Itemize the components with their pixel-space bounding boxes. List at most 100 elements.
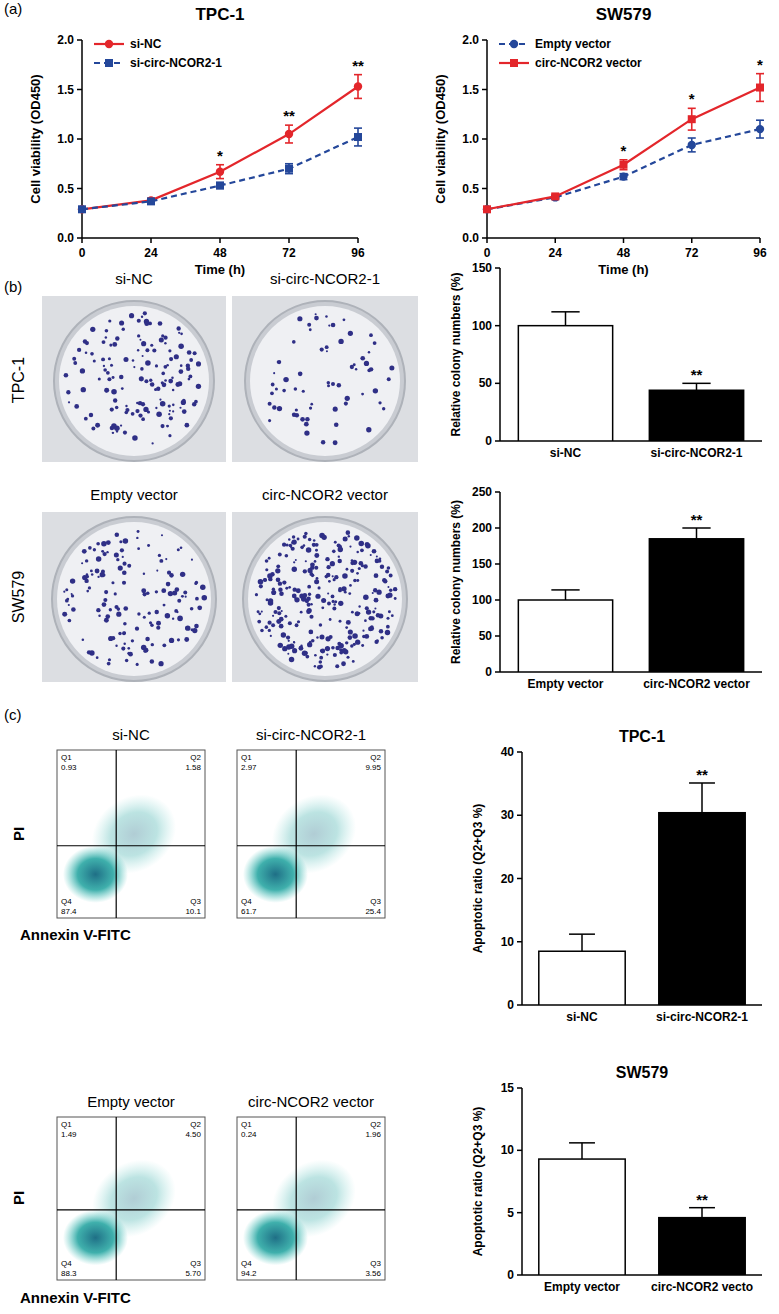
colony	[352, 633, 358, 639]
colony	[322, 535, 327, 540]
y-tick	[495, 671, 500, 673]
colony	[150, 383, 152, 385]
colony	[168, 405, 171, 408]
colony	[91, 427, 95, 431]
plate-photo	[42, 296, 226, 462]
colony	[117, 607, 121, 611]
y-tick-label: 100	[472, 593, 492, 607]
colonies	[64, 311, 201, 444]
colony	[136, 402, 138, 404]
bar	[539, 1159, 625, 1275]
y-tick	[482, 188, 487, 190]
colony	[68, 401, 70, 403]
error-cap	[285, 173, 293, 175]
colony	[131, 639, 134, 642]
colony	[263, 578, 267, 582]
chart-title: SW579	[616, 1064, 669, 1081]
y-axis-label: PI	[10, 1191, 27, 1205]
colony	[137, 547, 140, 550]
colony	[96, 608, 100, 612]
error-cap	[551, 589, 579, 591]
colony	[373, 388, 378, 393]
colony	[325, 315, 328, 318]
y-tick-label: 10	[501, 1143, 515, 1157]
colony	[352, 660, 355, 663]
colony	[314, 566, 318, 570]
error-cap	[216, 178, 224, 180]
y-axis-label: Relative colony numbers (%)	[449, 500, 463, 664]
data-point	[483, 205, 491, 213]
colony	[194, 624, 199, 629]
colony	[283, 377, 288, 382]
colony	[319, 656, 323, 660]
x-tick-label: 0	[79, 246, 86, 260]
colony	[267, 573, 273, 579]
bar	[518, 326, 612, 441]
colony	[178, 332, 180, 334]
colony	[284, 615, 287, 618]
colony	[169, 573, 174, 578]
error-cap	[688, 137, 696, 139]
colony	[82, 639, 85, 642]
error-bar	[581, 934, 583, 951]
colony	[63, 591, 65, 593]
event-cloud	[243, 846, 308, 903]
colony	[177, 599, 181, 603]
x-tick	[81, 238, 83, 243]
y-tick-label: 0.5	[57, 182, 74, 196]
colony	[123, 606, 128, 611]
y-tick	[77, 89, 82, 91]
colony	[315, 549, 318, 552]
colony	[120, 424, 122, 426]
colony	[337, 642, 341, 646]
error-cap	[285, 163, 293, 165]
error-cap	[216, 164, 224, 166]
colony	[177, 381, 182, 386]
error-cap	[354, 74, 362, 76]
y-axis	[499, 268, 501, 441]
colony	[308, 630, 313, 635]
significance: *	[217, 147, 223, 164]
legend-label: si-NC	[130, 37, 162, 51]
colony	[109, 344, 112, 347]
colony	[337, 383, 342, 388]
x-tick-label: 72	[685, 246, 699, 260]
gate-line	[296, 1117, 297, 1280]
colony	[128, 652, 133, 657]
colony	[143, 573, 145, 575]
colony	[155, 407, 157, 409]
colony	[329, 618, 332, 621]
colony	[348, 622, 351, 625]
colony	[110, 407, 114, 411]
colony	[176, 326, 180, 330]
colony	[307, 323, 311, 327]
x-tick-label: 96	[753, 246, 767, 260]
quadrant-value: 1.96	[365, 1130, 381, 1139]
gate-line	[116, 1117, 117, 1280]
colony	[271, 383, 275, 387]
bar	[649, 539, 743, 672]
quadrant-name: Q3	[190, 1259, 201, 1268]
colony	[161, 372, 165, 376]
colony	[376, 556, 378, 558]
colony	[309, 615, 313, 619]
colony	[111, 636, 115, 640]
colony	[348, 629, 353, 634]
colony	[168, 349, 171, 352]
colony	[166, 364, 169, 367]
colony	[260, 629, 264, 633]
colony	[187, 350, 192, 355]
colony	[168, 413, 170, 415]
colony	[355, 639, 360, 644]
y-tick-label: 1.0	[462, 132, 479, 146]
error-bar	[696, 383, 698, 390]
colony	[309, 328, 312, 331]
y-tick-label: 0.0	[57, 231, 74, 245]
colony	[296, 588, 301, 593]
colony	[169, 410, 171, 412]
colony	[372, 610, 375, 613]
colony	[106, 371, 110, 375]
colony	[343, 537, 348, 542]
colony	[172, 404, 175, 407]
colony	[123, 357, 128, 362]
